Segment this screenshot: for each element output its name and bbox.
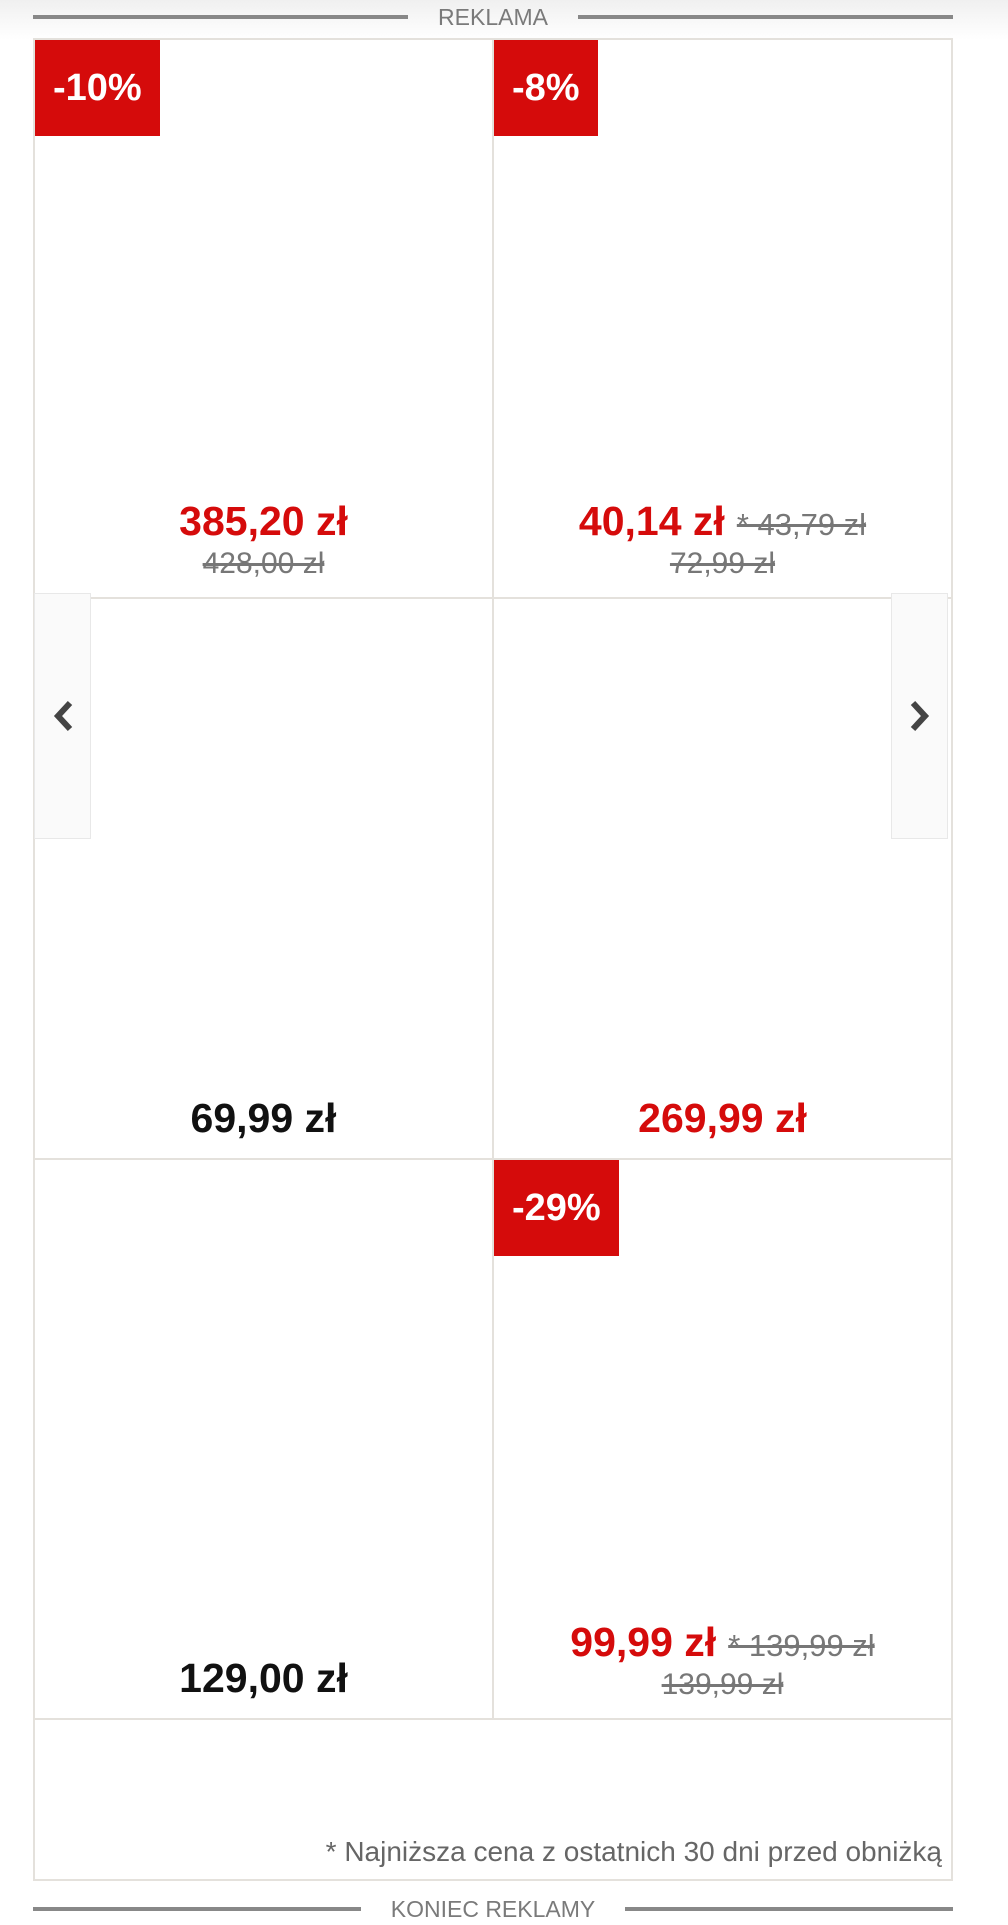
ad-end-label: KONIEC REKLAMY <box>390 1895 596 1922</box>
divider <box>33 15 409 19</box>
product-card[interactable]: 129,00 zł <box>33 1158 494 1720</box>
top-fade <box>0 0 1008 40</box>
lowest-price-footnote: * Najniższa cena z ostatnich 30 dni prze… <box>325 1836 942 1867</box>
current-price: 40,14 zł <box>578 498 725 544</box>
chevron-right-icon <box>910 700 929 732</box>
product-card[interactable]: -29% 99,99 zł * 139,99 zł 139,99 zł <box>492 1158 953 1720</box>
lowest-30-day-price: * 139,99 zł <box>728 1628 875 1663</box>
old-price: 428,00 zł <box>202 547 325 580</box>
discount-badge: -29% <box>494 1160 619 1256</box>
price-block: 40,14 zł * 43,79 zł 72,99 zł <box>494 498 951 581</box>
price-block: 99,99 zł * 139,99 zł 139,99 zł <box>494 1619 951 1702</box>
ad-header: REKLAMA <box>33 2 953 32</box>
price-block: 69,99 zł <box>35 1095 492 1142</box>
chevron-left-icon <box>53 700 72 732</box>
price-block: 269,99 zł <box>494 1095 951 1142</box>
product-card[interactable]: -10% 385,20 zł 428,00 zł <box>33 38 494 599</box>
divider <box>577 15 953 19</box>
divider <box>625 1907 953 1911</box>
ad-label: REKLAMA <box>438 3 548 30</box>
old-price: 72,99 zł <box>669 547 776 580</box>
divider <box>33 1907 361 1911</box>
price-block: 385,20 zł 428,00 zł <box>35 498 492 581</box>
old-price: 139,99 zł <box>661 1668 784 1701</box>
next-button[interactable] <box>891 593 948 839</box>
discount-badge: -10% <box>35 40 160 136</box>
current-price: 69,99 zł <box>190 1095 337 1141</box>
product-card[interactable]: 69,99 zł <box>33 597 494 1160</box>
prev-button[interactable] <box>34 593 91 839</box>
price-block: 129,00 zł <box>35 1655 492 1702</box>
current-price: 385,20 zł <box>179 498 348 544</box>
product-card[interactable]: -8% 40,14 zł * 43,79 zł 72,99 zł <box>492 38 953 599</box>
current-price: 269,99 zł <box>638 1095 807 1141</box>
discount-badge: -8% <box>494 40 598 136</box>
lowest-30-day-price: * 43,79 zł <box>736 507 867 542</box>
ad-footer: KONIEC REKLAMY <box>33 1894 953 1924</box>
current-price: 129,00 zł <box>179 1655 348 1701</box>
product-card[interactable]: 269,99 zł <box>492 597 953 1160</box>
current-price: 99,99 zł <box>570 1619 717 1665</box>
